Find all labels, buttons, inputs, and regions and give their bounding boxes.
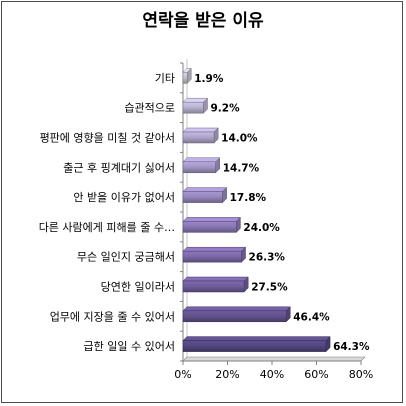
- bar-end: [241, 246, 246, 263]
- value-label: 24.0%: [243, 222, 280, 234]
- value-label: 14.7%: [223, 162, 260, 174]
- x-tick-label: 60%: [304, 368, 328, 381]
- value-label: 1.9%: [194, 73, 224, 85]
- bar-top: [182, 217, 242, 222]
- category-label: 업무에 지장을 줄 수 있어서: [50, 310, 175, 323]
- bar-end: [236, 216, 241, 234]
- bar: [182, 72, 188, 84]
- category-label: 무슨 일인지 궁금해서: [77, 250, 175, 264]
- x-tick-label: 80%: [349, 368, 373, 381]
- bar: [182, 340, 327, 352]
- bar: [182, 250, 242, 263]
- value-label: 26.3%: [249, 252, 286, 264]
- bar: [182, 101, 204, 114]
- bar: [182, 280, 245, 293]
- bar-end: [285, 306, 291, 323]
- bar-top: [182, 276, 249, 282]
- value-label: 27.5%: [251, 282, 288, 294]
- category-label: 기타: [155, 72, 175, 85]
- bar-end: [243, 276, 249, 293]
- chart-title: 연락을 받은 이유: [142, 11, 264, 31]
- category-label: 급한 일일 수 있어서: [84, 339, 175, 353]
- bar: [182, 221, 237, 233]
- value-label: 64.3%: [333, 341, 370, 353]
- category-label: 안 받을 이유가 없어서: [73, 191, 175, 204]
- x-tick-label: 20%: [215, 368, 239, 381]
- value-label: 17.8%: [230, 192, 267, 204]
- value-label: 14.0%: [221, 133, 258, 145]
- category-label: 평판에 영향을 미칠 것 같아서: [40, 132, 175, 145]
- plot-area: 0% 20% 40% 60% 80% 기타 1.9% 습관적으로 9.2% 평판에 영향을 미칠 …: [39, 59, 373, 381]
- value-label: 46.4%: [293, 311, 330, 323]
- bar-end: [325, 335, 331, 353]
- bar-top: [182, 306, 291, 312]
- bar-end: [222, 186, 227, 204]
- category-label: 습관적으로: [124, 102, 175, 115]
- bar-end: [213, 127, 219, 144]
- bar: [182, 161, 216, 174]
- category-label: 다른 사람에게 피해를 줄 수…: [39, 220, 175, 234]
- bar-end: [186, 67, 192, 85]
- bar-top: [182, 157, 221, 163]
- bar: [182, 191, 223, 203]
- bar-top: [182, 127, 219, 133]
- bar-end: [203, 97, 208, 114]
- bar-end: [215, 157, 220, 174]
- category-label: 당연한 일이라서: [101, 280, 175, 294]
- x-tick-label: 40%: [260, 368, 284, 381]
- bar-top: [182, 187, 228, 192]
- x-tick-label: 0%: [174, 368, 191, 381]
- axis-floor: [182, 356, 366, 362]
- bar-top: [182, 336, 331, 341]
- value-label: 9.2%: [210, 103, 240, 115]
- bar: [182, 310, 287, 323]
- bar-top: [182, 246, 247, 252]
- bar: [182, 131, 215, 144]
- category-label: 출근 후 핑계대기 싫어서: [63, 161, 175, 174]
